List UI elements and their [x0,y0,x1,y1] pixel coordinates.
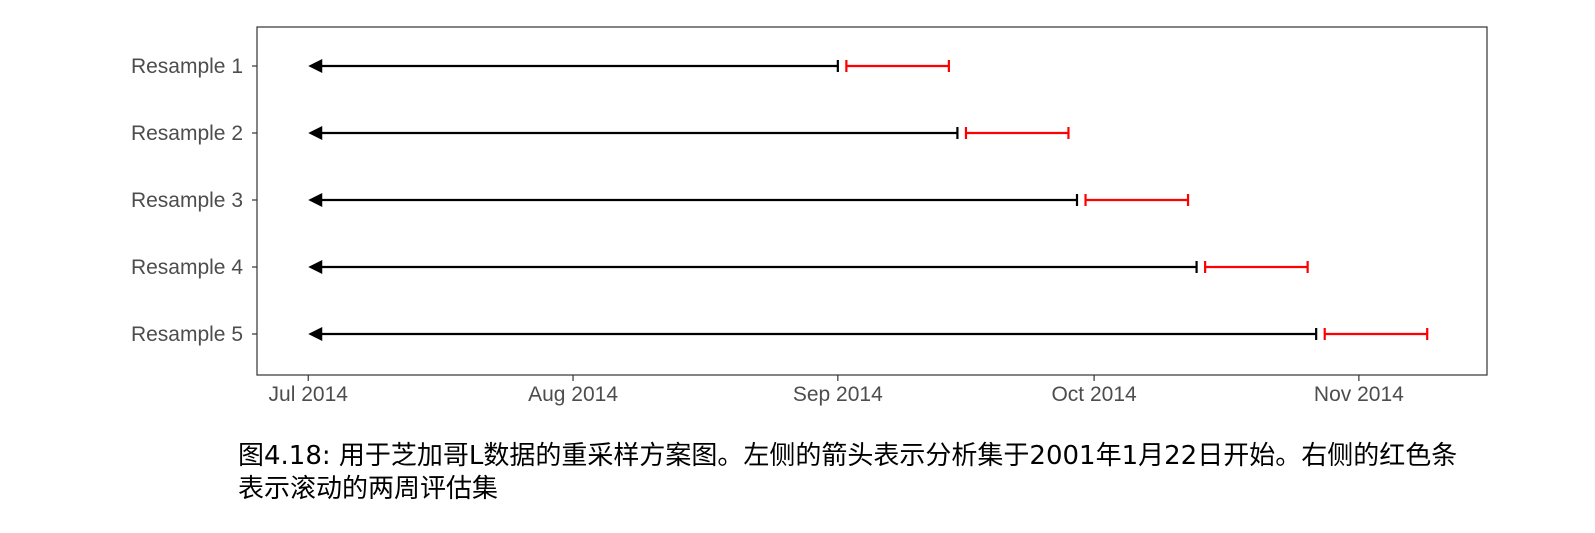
y-tick-label: Resample 5 [131,323,243,346]
x-tick-label: Aug 2014 [528,383,618,406]
x-tick-label: Oct 2014 [1051,383,1137,406]
analysis-arrowhead [308,193,323,207]
analysis-arrowhead [308,59,323,73]
y-tick-label: Resample 1 [131,55,243,78]
analysis-arrowhead [308,260,323,274]
y-tick-label: Resample 3 [131,189,243,212]
x-tick-label: Sep 2014 [793,383,883,406]
x-axis: Jul 2014 Aug 2014 Sep 2014 Oct 2014 Nov 2014 [269,375,1404,406]
figure-caption: 图4.18: 用于芝加哥L数据的重采样方案图。左侧的箭头表示分析集于2001年1… [238,441,1458,504]
chart-marks [308,59,1429,341]
x-tick-label: Jul 2014 [269,383,349,406]
y-tick-label: Resample 2 [131,122,243,145]
analysis-arrowhead [308,327,323,341]
analysis-arrowhead [308,126,323,140]
y-axis: Resample 1 Resample 2 Resample 3 Resample 4… [131,55,257,346]
y-tick-label: Resample 4 [131,256,243,279]
x-tick-label: Nov 2014 [1314,383,1404,406]
resampling-chart: Resample 1 Resample 2 Resample 3 Resample 4… [131,26,1488,406]
